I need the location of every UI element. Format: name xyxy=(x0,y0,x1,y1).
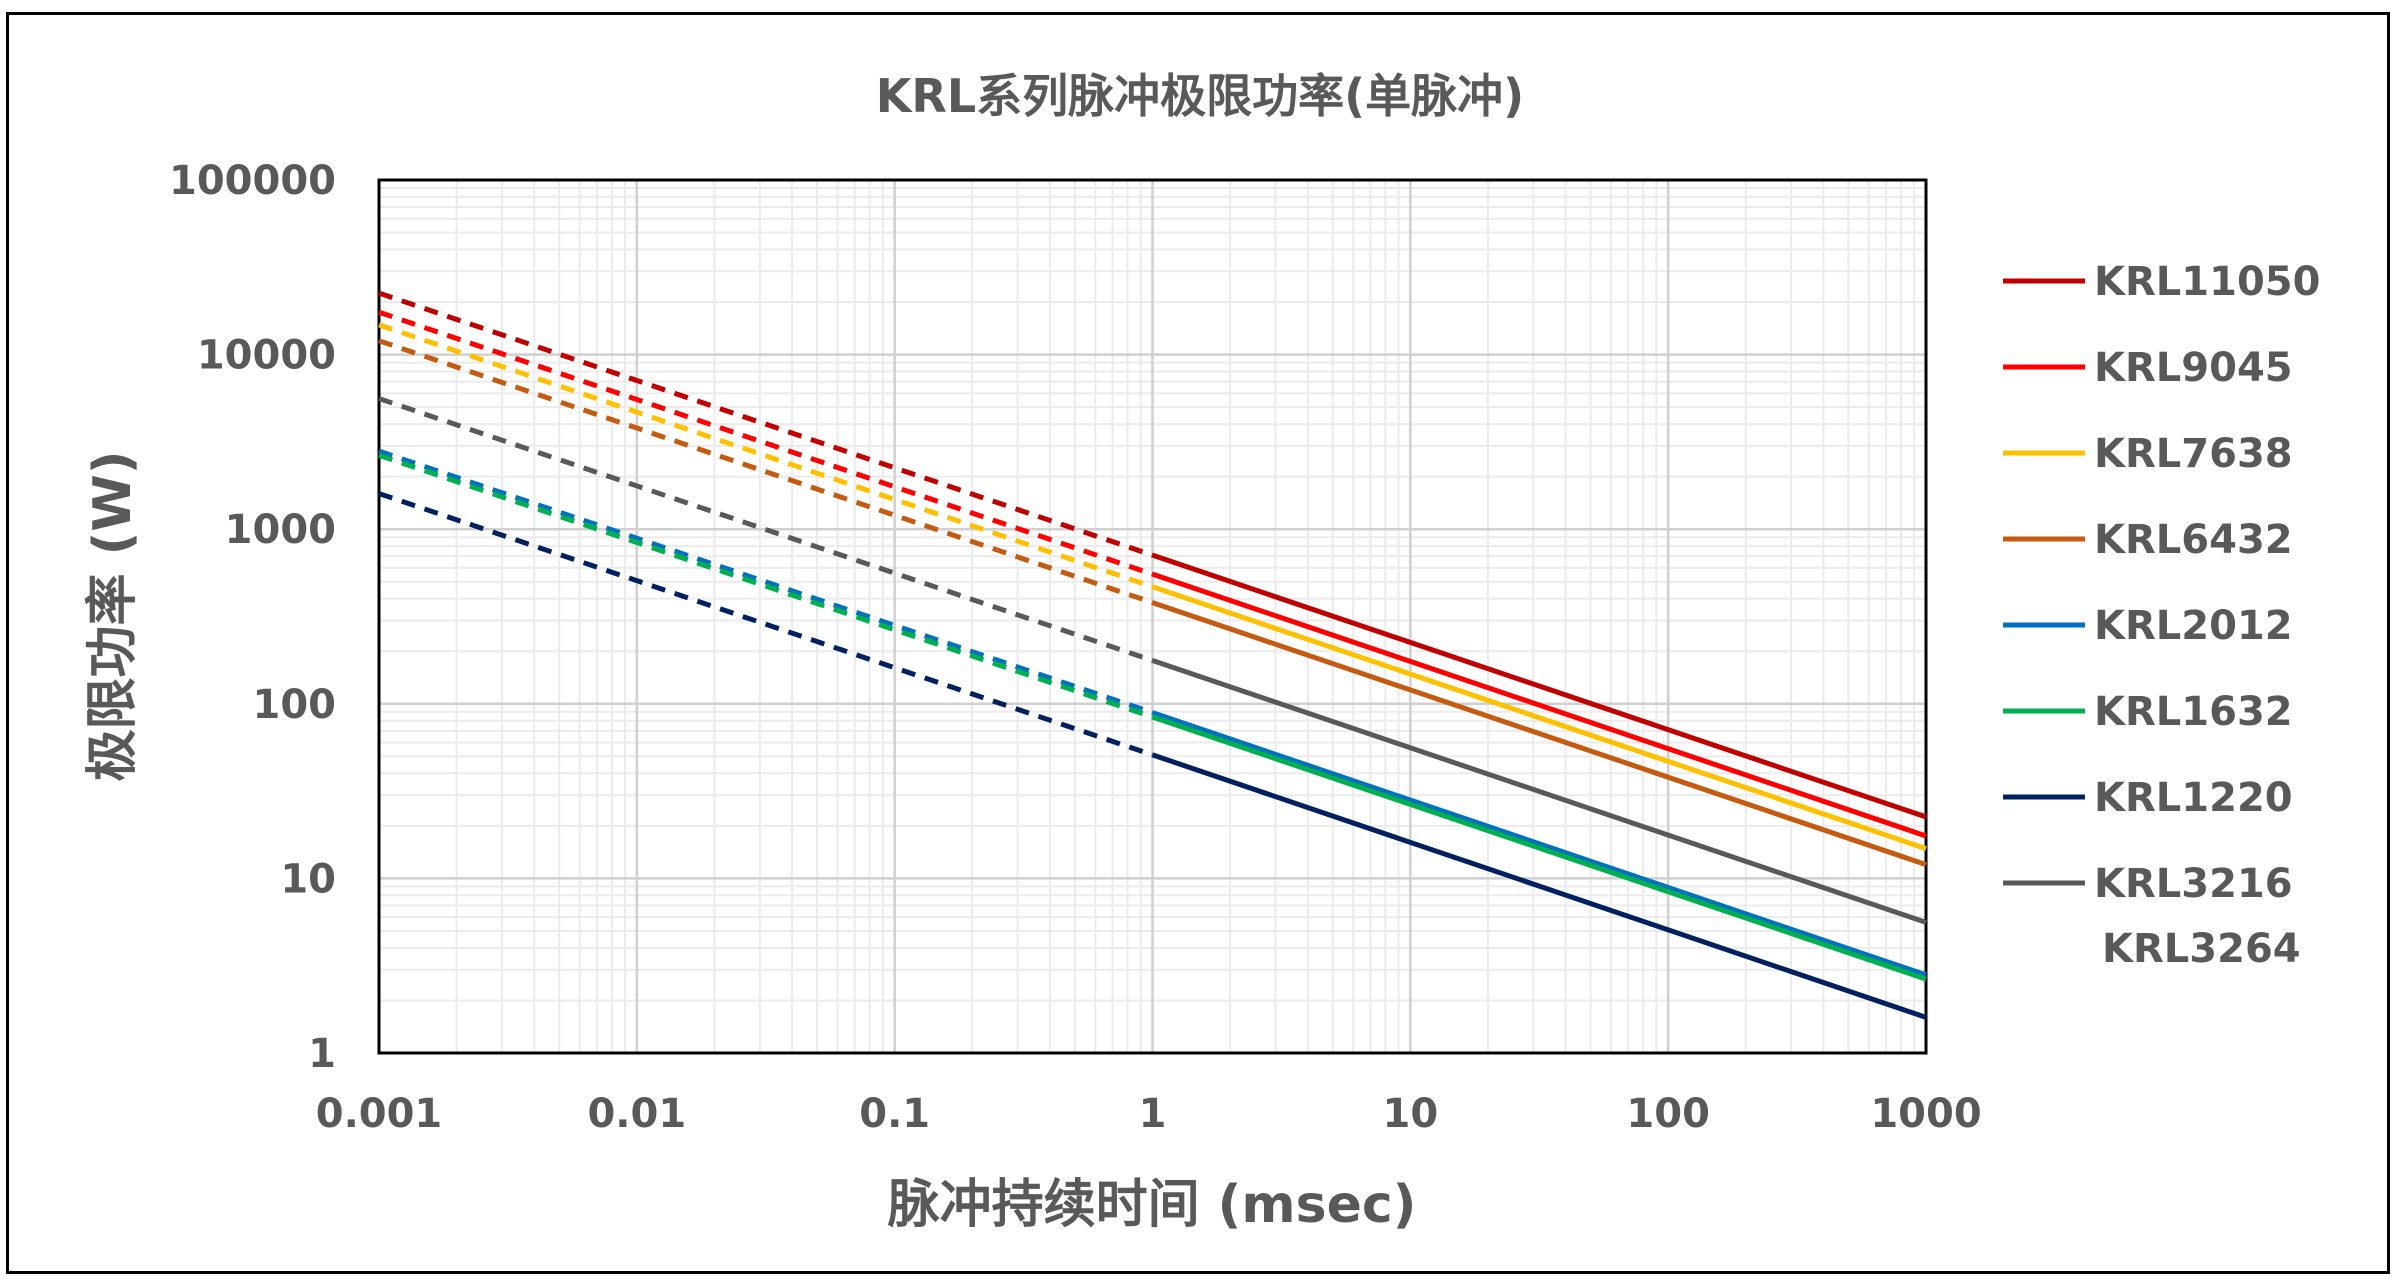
legend: KRL11050 KRL9045 KRL7638 KRL6432 KRL2012 KRL1… xyxy=(2003,259,2320,907)
series-krl11050 xyxy=(378,290,1927,820)
y-tick-labels: 1 10 100 1000 10000 100000 xyxy=(169,158,336,1077)
series-krl2012 xyxy=(378,448,1927,978)
legend-label: KRL2012 xyxy=(2094,603,2293,649)
y-tick-label: 10 xyxy=(280,856,336,902)
series-dashed-segment xyxy=(378,491,1154,758)
legend-item: KRL6432 xyxy=(2003,517,2293,563)
x-tick-label: 1 xyxy=(1139,1091,1167,1137)
x-tick-label: 10 xyxy=(1382,1091,1438,1137)
series-solid-segment xyxy=(1151,658,1927,925)
series-dashed-segment xyxy=(378,452,1154,720)
legend-label: KRL7638 xyxy=(2094,431,2293,477)
series-solid-segment xyxy=(1151,710,1927,978)
series-krl9045 xyxy=(378,309,1927,839)
series-krl7638 xyxy=(378,322,1927,852)
series-solid-segment xyxy=(1151,752,1927,1020)
x-tick-label: 100 xyxy=(1626,1091,1710,1137)
x-tick-labels: 0.001 0.01 0.1 1 10 100 1000 xyxy=(316,1091,1982,1137)
series-krl6432 xyxy=(378,338,1927,867)
y-tick-label: 100 xyxy=(253,682,337,728)
legend-label: KRL3216 xyxy=(2094,861,2293,907)
legend-item: KRL1220 xyxy=(2003,775,2293,821)
series-dashed-segment xyxy=(378,338,1154,605)
series-krl3216 xyxy=(378,396,1927,925)
legend-label: KRL9045 xyxy=(2094,345,2293,391)
x-tick-label: 1000 xyxy=(1870,1091,1981,1137)
x-tick-label: 0.01 xyxy=(587,1091,686,1137)
legend-item: KRL1632 xyxy=(2003,689,2293,735)
x-tick-label: 0.001 xyxy=(316,1091,443,1137)
legend-item: KRL11050 xyxy=(2003,259,2320,305)
legend-label: KRL6432 xyxy=(2094,517,2293,563)
legend-extra-label: KRL3264 xyxy=(2102,926,2301,972)
series-solid-segment xyxy=(1151,584,1927,852)
legend-item: KRL2012 xyxy=(2003,603,2293,649)
series-dashed-segment xyxy=(378,309,1154,577)
series-dashed-segment xyxy=(378,396,1154,663)
series-solid-segment xyxy=(1151,600,1927,867)
series-lines xyxy=(378,290,1927,1020)
legend-label: KRL1632 xyxy=(2094,689,2293,735)
y-tick-label: 1000 xyxy=(225,507,336,553)
x-axis-label: 脉冲持续时间 (msec) xyxy=(888,1175,1417,1235)
legend-label: KRL1220 xyxy=(2094,775,2293,821)
legend-item: KRL7638 xyxy=(2003,431,2293,477)
y-tick-label: 10000 xyxy=(197,333,336,379)
legend-label: KRL11050 xyxy=(2094,259,2320,305)
legend-item: KRL9045 xyxy=(2003,345,2293,391)
series-solid-segment xyxy=(1151,571,1927,839)
series-solid-segment xyxy=(1151,714,1927,982)
chart-title: KRL系列脉冲极限功率(单脉冲) xyxy=(876,69,1524,123)
y-tick-label: 100000 xyxy=(169,158,336,204)
chart-frame xyxy=(6,12,2390,1274)
plot-area-border xyxy=(377,178,1928,1055)
y-axis-label: 极限功率 (W) xyxy=(83,451,143,782)
x-tick-label: 0.1 xyxy=(859,1091,930,1137)
series-krl1220 xyxy=(378,491,1927,1020)
y-tick-label: 1 xyxy=(308,1031,336,1077)
series-dashed-segment xyxy=(378,448,1154,716)
series-krl1632 xyxy=(378,452,1927,982)
series-solid-segment xyxy=(1151,552,1927,820)
legend-item: KRL3216 xyxy=(2003,861,2293,907)
series-dashed-segment xyxy=(378,290,1154,558)
series-dashed-segment xyxy=(378,322,1154,590)
